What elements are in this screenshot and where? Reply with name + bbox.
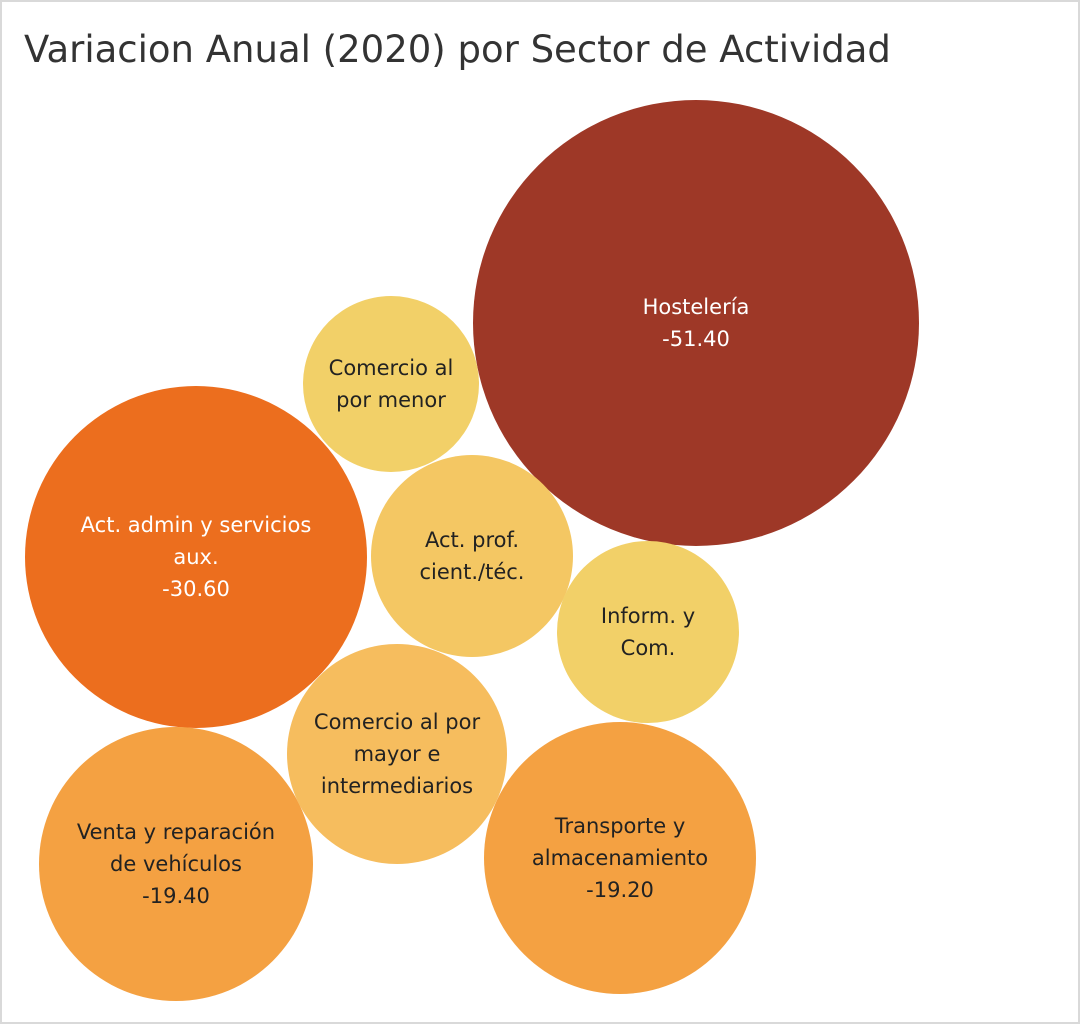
bubble-act-admin-y-servicios-aux[interactable] bbox=[25, 386, 367, 728]
bubble-label-venta-y-reparacion-de-vehiculos: Venta y reparación de vehículos -19.40 bbox=[77, 820, 275, 908]
bubble-value-act-admin-y-servicios-aux: -30.60 bbox=[162, 577, 230, 601]
bubble-label-hosteleria: Hostelería -51.40 bbox=[643, 295, 750, 351]
bubble-comercio-al-por-menor[interactable] bbox=[303, 296, 479, 472]
bubble-name-line-transporte-y-almacenamiento: almacenamiento bbox=[532, 846, 708, 870]
bubble-label-comercio-al-por-menor: Comercio al por menor bbox=[329, 356, 454, 412]
bubble-name-line-act-prof-cient-tec: Act. prof. bbox=[425, 528, 519, 552]
bubbles-group: Hostelería -51.40 Act. admin y servicios au… bbox=[25, 100, 919, 1001]
bubble-name-line-inform-y-com: Com. bbox=[621, 636, 676, 660]
bubble-label-act-prof-cient-tec: Act. prof. cient./téc. bbox=[420, 528, 525, 584]
bubble-comercio-al-por-mayor-e-intermediarios[interactable] bbox=[287, 644, 507, 864]
bubble-name-line-venta-y-reparacion-de-vehiculos: Venta y reparación bbox=[77, 820, 275, 844]
bubble-name-line-inform-y-com: Inform. y bbox=[601, 604, 695, 628]
bubble-hosteleria[interactable] bbox=[473, 100, 919, 546]
bubble-name-line-venta-y-reparacion-de-vehiculos: de vehículos bbox=[110, 852, 242, 876]
bubble-value-hosteleria: -51.40 bbox=[662, 327, 730, 351]
bubble-name-line-comercio-al-por-mayor-e-intermediarios: intermediarios bbox=[321, 774, 473, 798]
bubble-name-line-act-admin-y-servicios-aux: aux. bbox=[173, 545, 218, 569]
bubble-transporte-y-almacenamiento[interactable] bbox=[484, 722, 756, 994]
bubble-label-transporte-y-almacenamiento: Transporte y almacenamiento -19.20 bbox=[532, 814, 708, 902]
bubble-act-prof-cient-tec[interactable] bbox=[371, 455, 573, 657]
bubble-label-act-admin-y-servicios-aux: Act. admin y servicios aux. -30.60 bbox=[81, 513, 312, 601]
bubble-value-transporte-y-almacenamiento: -19.20 bbox=[586, 878, 654, 902]
bubble-name-line-comercio-al-por-menor: por menor bbox=[336, 388, 446, 412]
bubble-label-inform-y-com: Inform. y Com. bbox=[601, 604, 695, 660]
bubble-name-line-comercio-al-por-menor: Comercio al bbox=[329, 356, 454, 380]
bubble-venta-y-reparacion-de-vehiculos[interactable] bbox=[39, 727, 313, 1001]
bubble-inform-y-com[interactable] bbox=[557, 541, 739, 723]
bubble-name-line-hosteleria: Hostelería bbox=[643, 295, 750, 319]
bubble-name-line-act-prof-cient-tec: cient./téc. bbox=[420, 560, 525, 584]
bubble-name-line-comercio-al-por-mayor-e-intermediarios: Comercio al por bbox=[314, 710, 481, 734]
bubble-name-line-comercio-al-por-mayor-e-intermediarios: mayor e bbox=[354, 742, 441, 766]
bubble-value-venta-y-reparacion-de-vehiculos: -19.40 bbox=[142, 884, 210, 908]
bubble-label-comercio-al-por-mayor-e-intermediarios: Comercio al por mayor e intermediarios bbox=[314, 710, 481, 798]
chart-title: Variacion Anual (2020) por Sector de Act… bbox=[24, 28, 891, 71]
bubble-name-line-act-admin-y-servicios-aux: Act. admin y servicios bbox=[81, 513, 312, 537]
bubble-name-line-transporte-y-almacenamiento: Transporte y bbox=[554, 814, 686, 838]
